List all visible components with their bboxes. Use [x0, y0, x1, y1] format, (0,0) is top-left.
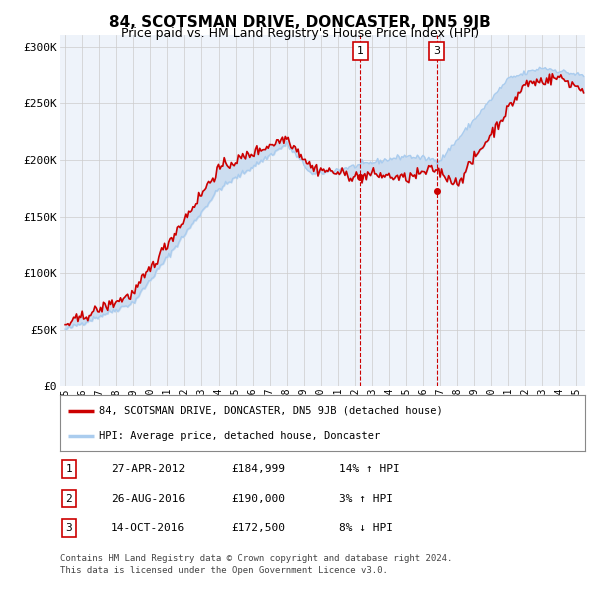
Text: £190,000: £190,000 — [231, 494, 285, 503]
Text: 3% ↑ HPI: 3% ↑ HPI — [339, 494, 393, 503]
Text: 8% ↓ HPI: 8% ↓ HPI — [339, 523, 393, 533]
Text: 1: 1 — [65, 464, 73, 474]
Text: 1: 1 — [357, 46, 364, 56]
Text: 84, SCOTSMAN DRIVE, DONCASTER, DN5 9JB: 84, SCOTSMAN DRIVE, DONCASTER, DN5 9JB — [109, 15, 491, 30]
Text: 14% ↑ HPI: 14% ↑ HPI — [339, 464, 400, 474]
Text: HPI: Average price, detached house, Doncaster: HPI: Average price, detached house, Donc… — [100, 431, 380, 441]
Text: £184,999: £184,999 — [231, 464, 285, 474]
Text: 2: 2 — [65, 494, 73, 503]
Text: 27-APR-2012: 27-APR-2012 — [111, 464, 185, 474]
Text: 84, SCOTSMAN DRIVE, DONCASTER, DN5 9JB (detached house): 84, SCOTSMAN DRIVE, DONCASTER, DN5 9JB (… — [100, 406, 443, 416]
Text: 3: 3 — [65, 523, 73, 533]
Text: This data is licensed under the Open Government Licence v3.0.: This data is licensed under the Open Gov… — [60, 566, 388, 575]
Text: 26-AUG-2016: 26-AUG-2016 — [111, 494, 185, 503]
Text: £172,500: £172,500 — [231, 523, 285, 533]
Text: 3: 3 — [433, 46, 440, 56]
Text: Price paid vs. HM Land Registry's House Price Index (HPI): Price paid vs. HM Land Registry's House … — [121, 27, 479, 40]
Text: Contains HM Land Registry data © Crown copyright and database right 2024.: Contains HM Land Registry data © Crown c… — [60, 555, 452, 563]
Text: 14-OCT-2016: 14-OCT-2016 — [111, 523, 185, 533]
